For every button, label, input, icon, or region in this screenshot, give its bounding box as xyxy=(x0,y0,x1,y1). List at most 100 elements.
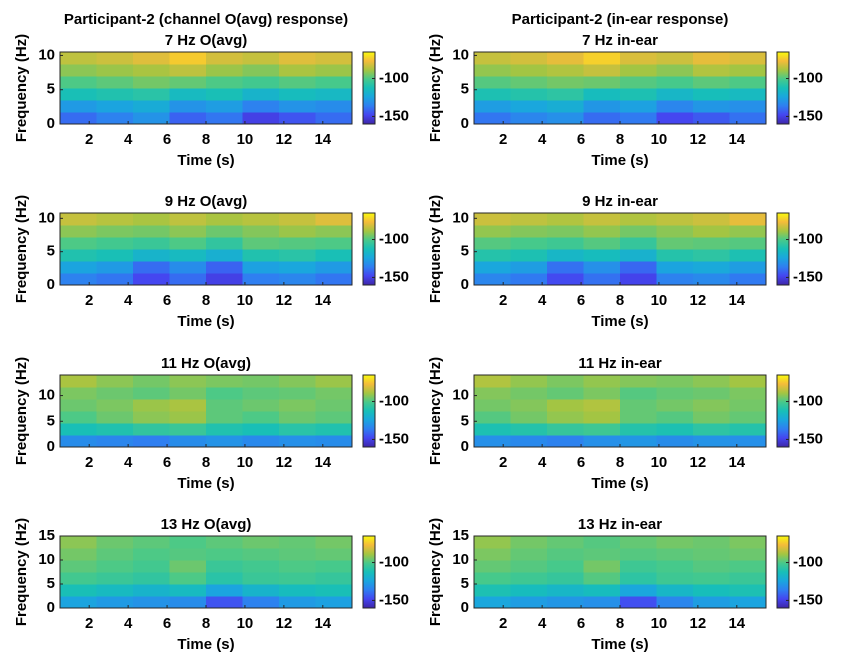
colorbar xyxy=(776,212,790,286)
heatmap-cell xyxy=(206,225,243,238)
heatmap-cell xyxy=(656,423,694,436)
x-tick-label: 2 xyxy=(499,292,507,309)
heatmap-cell xyxy=(60,64,97,77)
heatmap-cell xyxy=(60,76,97,89)
heatmap-cell xyxy=(60,100,97,113)
heatmap-cell xyxy=(620,560,657,573)
heatmap-cell xyxy=(133,560,170,573)
heatmap-cell xyxy=(206,435,243,448)
heatmap-cell xyxy=(547,560,584,573)
heatmap-cell xyxy=(474,375,511,388)
heatmap-cell xyxy=(242,572,280,585)
heatmap-cell xyxy=(693,213,730,226)
heatmap-cell xyxy=(474,387,511,400)
heatmap-cell xyxy=(96,237,134,250)
heatmap-cell xyxy=(133,249,170,262)
heatmap-cell xyxy=(474,64,511,77)
y-axis-label: Frequency (Hz) xyxy=(427,518,444,626)
heatmap-cell xyxy=(169,261,207,274)
heatmap-cell xyxy=(510,423,548,436)
heatmap-cell xyxy=(693,112,730,125)
heatmap-cell xyxy=(693,596,730,609)
heatmap-cell xyxy=(547,237,584,250)
heatmap-cell xyxy=(474,88,511,101)
x-tick-label: 10 xyxy=(651,454,668,471)
heatmap-cell xyxy=(60,411,97,424)
heatmap-cell xyxy=(620,225,657,238)
heatmap-cell xyxy=(169,584,207,597)
heatmap-cell xyxy=(96,225,134,238)
heatmap-cell xyxy=(729,64,767,77)
heatmap-cell xyxy=(242,560,280,573)
heatmap-cell xyxy=(242,112,280,125)
heatmap-cell xyxy=(729,435,767,448)
heatmap-cell xyxy=(60,584,97,597)
x-tick-label: 12 xyxy=(276,454,293,471)
heatmap-cell xyxy=(693,536,730,549)
heatmap-cell xyxy=(133,536,170,549)
axes-title: 9 Hz in-ear xyxy=(582,193,658,210)
x-tick-label: 6 xyxy=(577,131,585,148)
heatmap-cell xyxy=(583,213,621,226)
heatmap-cell xyxy=(620,76,657,89)
axes-title: 7 Hz O(avg) xyxy=(165,32,248,49)
heatmap-cell xyxy=(60,249,97,262)
colorbar xyxy=(362,535,376,609)
y-tick-label: 10 xyxy=(452,387,469,404)
heatmap-cell xyxy=(315,273,353,286)
heatmap-cell xyxy=(729,261,767,274)
heatmap-cell xyxy=(656,237,694,250)
colorbar xyxy=(776,374,790,448)
heatmap-cell xyxy=(242,76,280,89)
y-tick-label: 0 xyxy=(461,438,469,455)
x-axis-label: Time (s) xyxy=(177,636,234,653)
x-tick-label: 6 xyxy=(577,292,585,309)
heatmap-cell xyxy=(206,596,243,609)
heatmap-cell xyxy=(60,596,97,609)
heatmap-cell xyxy=(60,225,97,238)
heatmap-cell xyxy=(474,249,511,262)
heatmap-cell xyxy=(583,572,621,585)
heatmap-cell xyxy=(279,572,316,585)
heatmap-cell xyxy=(133,76,170,89)
y-tick-label: 5 xyxy=(461,575,469,592)
x-tick-label: 12 xyxy=(276,615,293,632)
heatmap-cell xyxy=(620,100,657,113)
heatmap-cell xyxy=(547,88,584,101)
heatmap-cell xyxy=(620,536,657,549)
heatmap-cell xyxy=(279,536,316,549)
x-tick-label: 8 xyxy=(616,615,624,632)
heatmap-cell xyxy=(583,399,621,412)
heatmap-cell xyxy=(169,411,207,424)
heatmap-cell xyxy=(242,387,280,400)
heatmap-cell xyxy=(474,273,511,286)
heatmap-cell xyxy=(133,572,170,585)
heatmap-cell xyxy=(133,435,170,448)
heatmap-cell xyxy=(242,548,280,561)
x-tick-label: 4 xyxy=(124,454,133,471)
heatmap-cell xyxy=(474,112,511,125)
heatmap-cell xyxy=(206,572,243,585)
x-tick-label: 10 xyxy=(651,131,668,148)
heatmap-cell xyxy=(583,411,621,424)
heatmap-cell xyxy=(510,399,548,412)
heatmap-cell xyxy=(547,423,584,436)
x-tick-label: 8 xyxy=(202,615,210,632)
heatmap-cell xyxy=(729,536,767,549)
heatmap-cell xyxy=(133,64,170,77)
heatmap-cell xyxy=(693,76,730,89)
heatmap-cell xyxy=(315,237,353,250)
heatmap-cell xyxy=(729,100,767,113)
x-tick-label: 10 xyxy=(651,615,668,632)
y-tick-label: 10 xyxy=(38,209,55,226)
heatmap-cell xyxy=(729,596,767,609)
heatmap-cell xyxy=(279,112,316,125)
heatmap-cell xyxy=(620,112,657,125)
heatmap-cell xyxy=(547,225,584,238)
x-tick-label: 6 xyxy=(163,615,171,632)
heatmap-cell xyxy=(583,423,621,436)
heatmap-cell xyxy=(474,52,511,65)
colorbar-tick-label: -150 xyxy=(379,430,409,447)
figure-title: Participant-2 (in-ear response) xyxy=(512,11,729,28)
